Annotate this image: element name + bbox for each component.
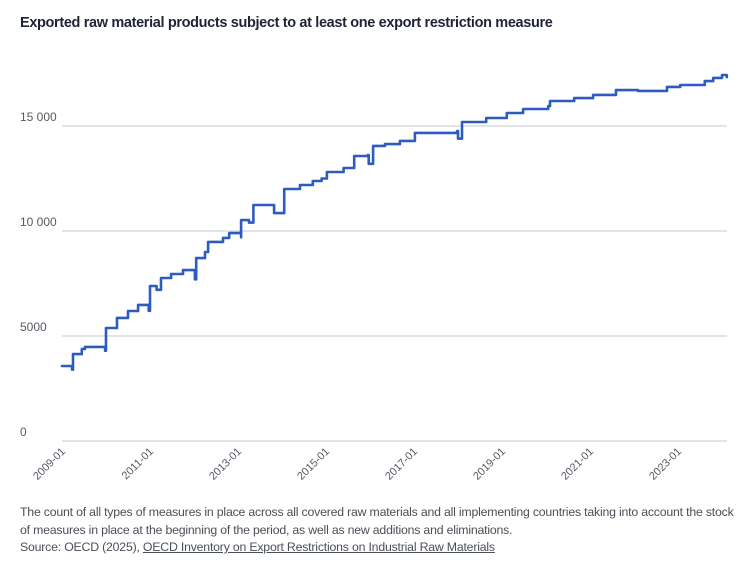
x-tick-label: 2017-01 <box>383 446 420 483</box>
x-tick-label: 2023-01 <box>647 446 684 483</box>
y-tick-label: 0 <box>20 425 27 439</box>
y-tick-label: 10 000 <box>20 215 57 229</box>
source-link[interactable]: OECD Inventory on Export Restrictions on… <box>142 540 495 554</box>
y-tick-label: 5000 <box>20 320 47 334</box>
source-prefix: Source: OECD (2025), <box>20 540 143 554</box>
series-line <box>60 73 729 371</box>
x-tick-label: 2013-01 <box>207 446 244 483</box>
gridlines <box>62 125 727 442</box>
x-tick-label: 2009-01 <box>31 446 68 483</box>
x-tick-label: 2019-01 <box>471 446 508 483</box>
x-axis-ticks: 2009-01 2011-01 2013-01 2015-01 2017-01 2019-… <box>31 446 684 483</box>
chart-note: The count of all types of measures in pl… <box>20 504 735 557</box>
chart-title: Exported raw material products subject t… <box>20 15 553 31</box>
x-tick-label: 2021-01 <box>559 446 596 483</box>
y-tick-label: 15 000 <box>20 110 57 124</box>
note-description: The count of all types of measures in pl… <box>20 505 734 537</box>
y-axis-ticks: 0 5000 10 000 15 000 <box>20 110 57 439</box>
x-tick-label: 2015-01 <box>295 446 332 483</box>
x-tick-label: 2011-01 <box>120 446 156 482</box>
series-layer <box>60 73 729 371</box>
